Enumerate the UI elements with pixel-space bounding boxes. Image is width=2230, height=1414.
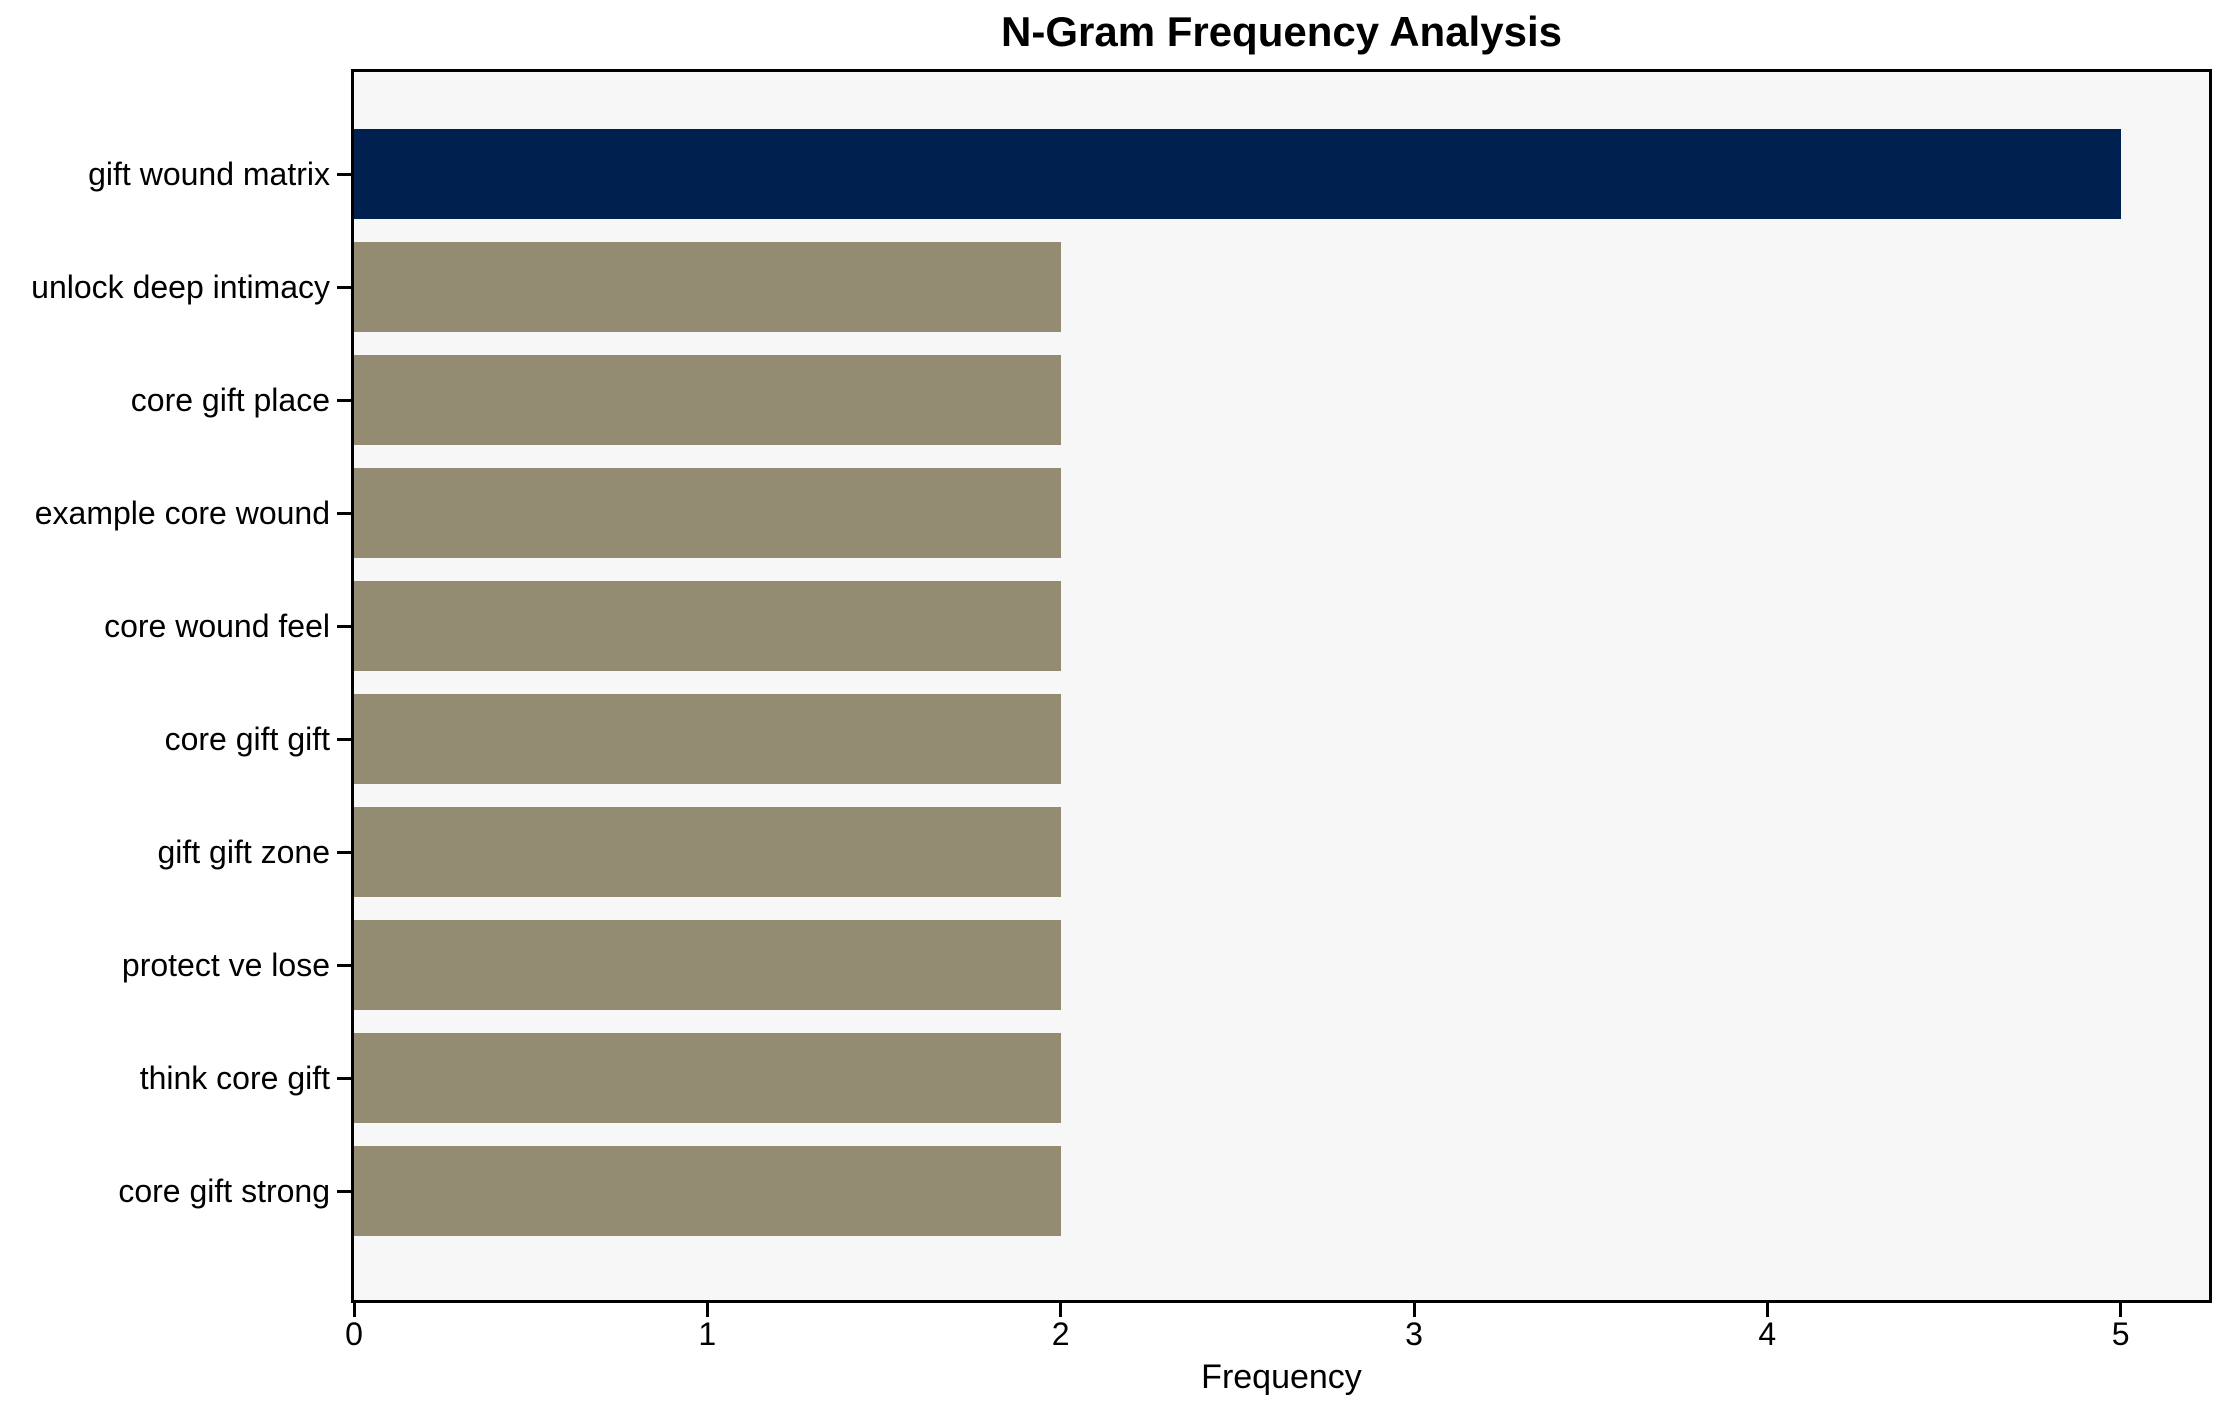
x-tick-mark (1765, 1303, 1769, 1317)
bar-protect-ve-lose (354, 920, 1061, 1010)
x-tick-label: 1 (698, 1316, 717, 1352)
y-tick-mark (337, 737, 351, 741)
y-tick-label: core wound feel (104, 608, 330, 644)
x-tick-label: 5 (2111, 1316, 2130, 1352)
y-tick-label: core gift place (130, 382, 330, 418)
y-tick-mark (337, 1189, 351, 1193)
y-tick-label: think core gift (139, 1060, 330, 1096)
bar-core-gift-gift (354, 694, 1061, 784)
x-axis-label: Frequency (1201, 1358, 1362, 1396)
bar-example-core-wound (354, 468, 1061, 558)
bar-core-wound-feel (354, 581, 1061, 671)
y-tick-mark (337, 172, 351, 176)
y-tick-label: protect ve lose (121, 947, 330, 983)
x-tick-mark (2119, 1303, 2123, 1317)
y-tick-label: core gift gift (164, 721, 330, 757)
x-tick-label: 2 (1051, 1316, 1070, 1352)
x-tick-mark (352, 1303, 356, 1317)
bar-core-gift-place (354, 355, 1061, 445)
y-tick-label: core gift strong (118, 1173, 330, 1209)
y-tick-mark (337, 850, 351, 854)
y-tick-label: gift gift zone (157, 834, 330, 870)
y-tick-mark (337, 511, 351, 515)
x-tick-mark (705, 1303, 709, 1317)
y-tick-mark (337, 1076, 351, 1080)
x-tick-mark (1059, 1303, 1063, 1317)
x-tick-mark (1412, 1303, 1416, 1317)
plot-area (351, 69, 2212, 1303)
x-tick-label: 4 (1758, 1316, 1777, 1352)
y-tick-label: example core wound (34, 495, 330, 531)
bar-unlock-deep-intimacy (354, 242, 1061, 332)
y-tick-mark (337, 963, 351, 967)
bar-gift-gift-zone (354, 807, 1061, 897)
bar-gift-wound-matrix (354, 129, 2121, 219)
y-tick-label: unlock deep intimacy (31, 269, 330, 305)
y-tick-mark (337, 398, 351, 402)
y-tick-mark (337, 624, 351, 628)
y-tick-label: gift wound matrix (88, 156, 330, 192)
x-tick-label: 3 (1405, 1316, 1423, 1352)
bar-think-core-gift (354, 1033, 1061, 1123)
x-tick-label: 0 (345, 1316, 363, 1352)
chart-title: N-Gram Frequency Analysis (1001, 8, 1562, 55)
bar-core-gift-strong (354, 1146, 1061, 1236)
y-tick-mark (337, 285, 351, 289)
